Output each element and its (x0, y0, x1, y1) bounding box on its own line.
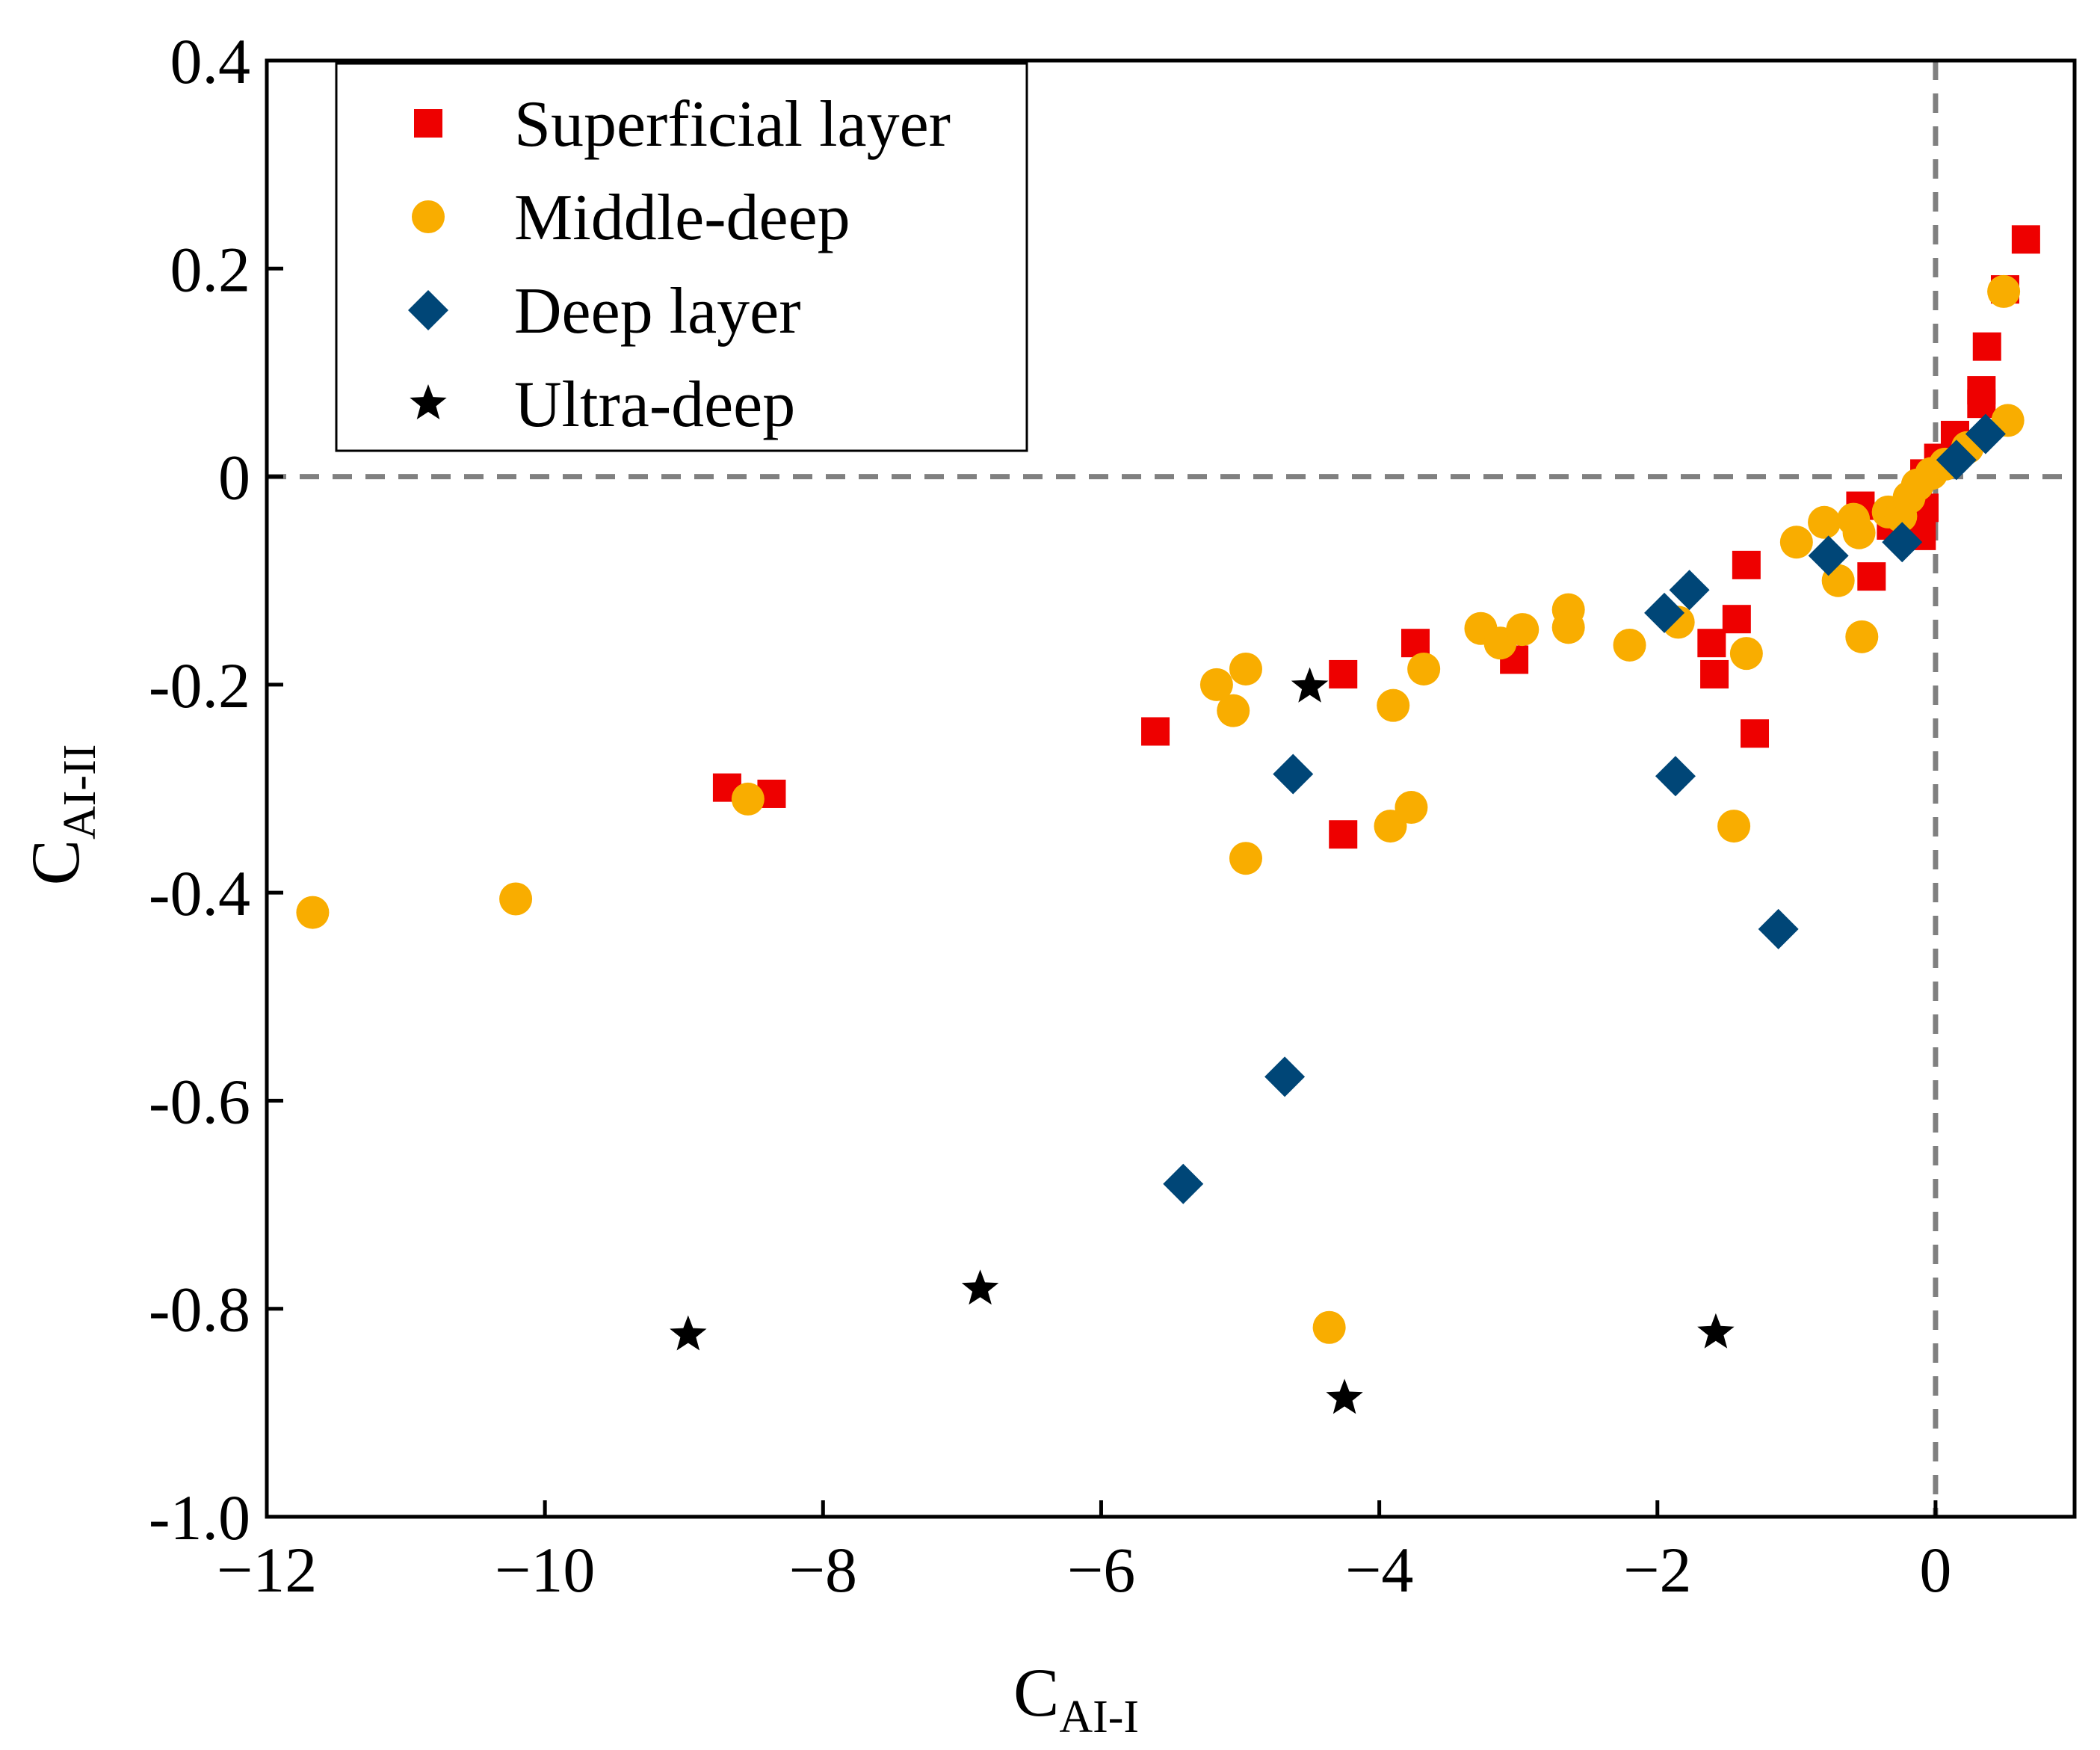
point-circle (1808, 505, 1841, 539)
point-diamond (1163, 1163, 1204, 1204)
point-square (1400, 629, 1430, 658)
legend-marker-square (414, 109, 442, 138)
y-tick-label: -1.0 (149, 1482, 250, 1553)
point-circle (1229, 652, 1262, 685)
legend-label: Superficial layer (514, 88, 951, 161)
point-circle (1987, 274, 2021, 308)
point-star (1697, 1313, 1735, 1349)
x-tick-label: −2 (1623, 1534, 1692, 1606)
y-tick-label: -0.8 (149, 1274, 250, 1346)
point-square (1857, 562, 1886, 591)
point-circle (1506, 613, 1540, 647)
point-square (1732, 550, 1761, 579)
point-square (1700, 659, 1729, 688)
point-circle (1395, 791, 1428, 825)
point-star (670, 1315, 707, 1351)
y-axis-label: CAI-II (17, 745, 105, 886)
point-diamond (1965, 413, 2006, 455)
x-tick-label: −12 (217, 1534, 318, 1606)
point-square (1722, 605, 1751, 634)
point-circle (731, 782, 765, 816)
x-tick-label: −6 (1067, 1534, 1136, 1606)
point-circle (296, 896, 330, 929)
plot-frame (265, 58, 2077, 1519)
data-points (267, 61, 2075, 1517)
point-circle (499, 882, 533, 916)
point-diamond (1758, 908, 1799, 949)
point-diamond (1882, 522, 1923, 563)
point-circle (1779, 526, 1813, 559)
point-diamond (1644, 592, 1685, 633)
y-tick-label: -0.6 (149, 1065, 250, 1137)
point-square (1329, 820, 1358, 849)
point-circle (1217, 694, 1250, 727)
x-tick-label: −10 (495, 1534, 596, 1606)
point-circle (1729, 637, 1763, 671)
legend-box (335, 62, 1028, 452)
point-circle (1312, 1310, 1346, 1344)
point-circle (1613, 628, 1646, 662)
point-square (1141, 717, 1170, 746)
point-diamond (1669, 570, 1710, 611)
axes: −12 −10 −8 −6 −4 −2 0 0.4 0.2 0 -0.2 -0.4 -0.6 -0.8 -1… (149, 25, 2077, 1606)
point-square (2011, 225, 2040, 254)
legend-label: Ultra-deep (514, 369, 795, 441)
point-star (1291, 667, 1329, 703)
legend-marker-star (410, 384, 447, 419)
point-square (1329, 659, 1358, 688)
point-circle (1845, 620, 1879, 653)
legend-label: Middle-deep (514, 182, 850, 254)
point-star (961, 1269, 999, 1305)
x-tick-label: −4 (1345, 1534, 1414, 1606)
point-star (1326, 1378, 1363, 1414)
point-square (1967, 389, 1996, 419)
point-square (1972, 332, 2001, 361)
point-square (1697, 629, 1726, 658)
legend-marker-diamond (408, 290, 448, 330)
point-circle (1842, 516, 1876, 549)
point-circle (1551, 611, 1585, 644)
point-circle (1717, 810, 1751, 843)
point-circle (1377, 688, 1410, 722)
legend-label: Deep layer (514, 275, 801, 348)
point-diamond (1655, 756, 1696, 797)
point-diamond (1273, 754, 1314, 795)
point-diamond (1936, 440, 1977, 481)
point-circle (1407, 652, 1441, 685)
legend-marker-circle (412, 200, 445, 233)
point-circle (1229, 842, 1262, 875)
legend: Superficial layer Middle-deep Deep layer Ul… (335, 62, 1028, 452)
y-tick-label: 0.2 (170, 233, 251, 305)
x-tick-label: 0 (1919, 1534, 1951, 1606)
x-tick-label: −8 (789, 1534, 858, 1606)
point-diamond (1264, 1056, 1306, 1097)
point-circle (1199, 668, 1233, 701)
x-axis-label: CAI-I (1013, 1654, 1139, 1743)
y-tick-label: 0.4 (170, 25, 251, 97)
y-tick-label: -0.4 (149, 857, 250, 929)
point-diamond (1808, 535, 1849, 576)
point-square (1741, 719, 1770, 748)
y-tick-label: -0.2 (149, 650, 250, 721)
y-tick-label: 0 (218, 442, 250, 514)
